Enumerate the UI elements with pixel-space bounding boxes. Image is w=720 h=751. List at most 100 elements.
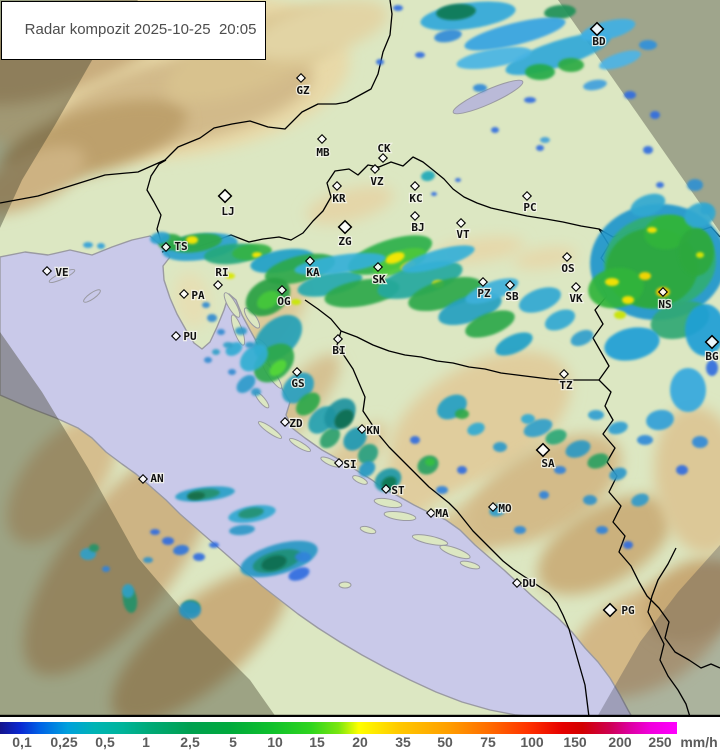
legend-tick: 2,5 [180, 734, 200, 750]
city-label: BD [592, 35, 606, 48]
city-diamond-icon [704, 334, 720, 350]
rain-cell [525, 64, 555, 80]
city-label: MO [498, 502, 512, 515]
rain-cell [377, 261, 463, 299]
rain-cell [376, 59, 384, 65]
rain-cell [235, 327, 247, 335]
island [411, 534, 449, 546]
legend-tick: 15 [309, 734, 325, 750]
city-label: SA [541, 457, 555, 470]
city-label: GZ [296, 84, 310, 97]
island [223, 292, 241, 318]
rain-cell [623, 541, 633, 549]
rain-cell [539, 491, 549, 499]
rain-cell [245, 342, 255, 348]
island [352, 475, 368, 485]
city-diamond-icon [477, 276, 489, 288]
city-diamond-icon [409, 180, 421, 192]
radar-map-svg: VE TS PA PU RI LJ GZ MB CK VZ KR KC ZG BJ VT PC OS KA SK PZ… [0, 0, 720, 717]
city-marker-ve: VE [41, 265, 70, 280]
city-label: VT [456, 228, 470, 241]
rain-cell [565, 440, 591, 458]
city-marker-vz: VZ [369, 163, 385, 189]
country-border [0, 0, 393, 204]
rain-cell [455, 178, 461, 182]
terrain-patch [306, 185, 394, 225]
city-label: SK [372, 273, 386, 286]
city-label: PG [621, 604, 635, 617]
out-of-range-area [597, 545, 720, 717]
city-marker-pz: PZ [476, 276, 492, 301]
rain-cell [650, 111, 660, 119]
precipitation-layer [80, 1, 720, 619]
legend-tick: 200 [608, 734, 632, 750]
city-label: AN [150, 472, 163, 485]
city-diamond-icon [276, 284, 288, 296]
rain-cell [357, 443, 379, 465]
city-diamond-icon [561, 251, 573, 263]
city-label: KA [306, 266, 320, 279]
rain-cell [209, 542, 219, 548]
rain-cell [143, 557, 153, 563]
radar-map: VE TS PA PU RI LJ GZ MB CK VZ KR KC ZG BJ VT PC OS KA SK PZ… [0, 0, 720, 717]
rain-cell [207, 314, 217, 322]
rain-cell [676, 465, 688, 475]
out-of-range-area [558, 0, 720, 232]
rain-cell [425, 458, 435, 466]
rain-cell [102, 566, 110, 572]
legend-tick: 5 [229, 734, 237, 750]
terrain-patch [0, 145, 86, 215]
city-diamond-icon [304, 255, 316, 267]
city-label: TS [174, 240, 187, 253]
legend-tick: 75 [480, 734, 496, 750]
city-diamond-icon [337, 219, 353, 235]
rain-cell [431, 192, 437, 196]
rain-cell [583, 79, 607, 91]
rain-cell [252, 252, 262, 258]
legend-tick: 50 [437, 734, 453, 750]
city-diamond-icon [331, 180, 343, 192]
city-diamond-icon [372, 261, 384, 273]
rain-cell [518, 287, 562, 313]
rain-cell [544, 4, 576, 20]
city-diamond-icon [521, 190, 533, 202]
rain-cell [646, 409, 674, 431]
legend-tick: 20 [352, 734, 368, 750]
rain-cell [647, 227, 657, 233]
city-diamond-icon [316, 133, 328, 145]
city-label: ZG [338, 235, 352, 248]
city-diamond-icon [137, 473, 149, 485]
rain-cell [228, 369, 236, 375]
city-marker-mo: MO [487, 501, 513, 516]
rain-cell [467, 422, 485, 436]
city-diamond-icon [369, 163, 381, 175]
rain-cell [173, 544, 189, 556]
city-marker-tz: TZ [558, 368, 574, 393]
rain-cell [624, 91, 636, 99]
terrain-patch [468, 434, 622, 546]
city-label: SI [343, 458, 356, 471]
city-diamond-icon [504, 279, 516, 291]
city-marker-bd: BD [589, 21, 607, 49]
city-diamond-icon [295, 72, 307, 84]
rain-cell [240, 344, 268, 372]
city-marker-os: OS [560, 251, 576, 276]
city-diamond-icon [570, 281, 582, 293]
city-diamond-icon [409, 210, 421, 222]
city-marker-an: AN [137, 471, 165, 486]
city-label: PU [183, 330, 197, 343]
city-marker-lj: LJ [217, 188, 236, 219]
intensity-color-scale [0, 722, 677, 734]
city-label: OS [561, 262, 574, 275]
rain-cell [295, 392, 321, 416]
rain-cell [150, 231, 170, 245]
island [257, 421, 283, 439]
city-marker-zg: ZG [337, 219, 353, 249]
city-label: ST [391, 484, 405, 497]
rain-cell [596, 526, 608, 534]
city-marker-sa: SA [535, 442, 556, 471]
rain-cell [212, 349, 220, 355]
city-label: OG [277, 295, 291, 308]
rain-cell [465, 278, 519, 304]
